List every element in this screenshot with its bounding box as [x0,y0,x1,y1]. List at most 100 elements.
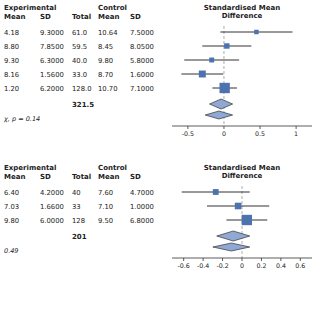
x-tick [260,126,261,129]
table-cell: 61.0 [72,29,87,37]
column-group-header: Experimental [4,164,56,172]
table-cell: 4.18 [4,29,19,37]
table-cell: 6.8000 [130,217,154,225]
table-cell: 33.0 [72,71,87,79]
chart-root: Standardised MeanDifference Experimental C… [0,0,320,320]
x-tick-label: 0.5 [255,130,265,137]
table-cell: 1.0000 [130,203,154,211]
table-cell: 8.16 [4,71,19,79]
study-point [235,203,242,210]
table-total: 201 [72,233,87,241]
table-cell: 128.0 [72,85,91,93]
x-tick [296,126,297,129]
table-cell: 6.2000 [40,85,64,93]
x-axis-line [172,126,312,127]
x-tick [223,126,224,129]
p-value: χ, p = 0.14 [3,115,40,123]
table-cell: 6.3000 [40,57,64,65]
table-cell: 33 [72,203,81,211]
table-cell: 9.50 [98,217,113,225]
x-tick-label: 1 [294,130,298,137]
table-cell: 7.10 [98,203,113,211]
table-cell: 5.8000 [130,57,154,65]
x-tick-label: 0 [240,262,244,269]
study-point [209,58,214,63]
table-cell: 7.8500 [40,43,64,51]
table-cell: 10.64 [98,29,117,37]
column-header: Mean [4,173,25,181]
table-cell: 1.5600 [40,71,64,79]
study-point [242,215,252,225]
column-header: SD [40,173,51,181]
column-header: SD [40,13,51,21]
plot-area [181,30,292,119]
zero-line [223,26,224,126]
table-cell: 7.03 [4,203,19,211]
column-header: Total [72,173,91,181]
table-cell: 4.2000 [40,189,64,197]
table-cell: 7.1000 [130,85,154,93]
x-tick-label: -0.6 [178,262,190,269]
table-cell: 9.30 [4,57,19,65]
column-header: Mean [4,13,25,21]
table-cell: 4.7000 [130,189,154,197]
title: Standardised MeanDifference [204,164,280,180]
table-cell: 9.80 [98,57,113,65]
table-cell: 8.0500 [130,43,154,51]
study-point [254,30,259,35]
x-tick-label: 0.2 [256,262,266,269]
panel: Standardised MeanDifference Experimental C… [3,4,312,137]
panel: Standardised MeanDifference Experimental C… [4,164,312,269]
table-cell: 59.5 [72,43,87,51]
table-cell: 1.20 [4,85,19,93]
table-cell: 10.70 [98,85,117,93]
study-point [213,189,219,195]
summary-diamond [210,99,233,109]
table-cell: 6.40 [4,189,19,197]
table-cell: 8.80 [4,43,19,51]
column-header: SD [130,173,141,181]
summary-diamond [213,243,250,251]
plot-area [182,189,270,251]
x-tick [222,258,223,261]
column-group-header: Control [98,164,127,172]
column-group-header: Control [98,4,127,12]
table-total: 321.5 [72,101,94,109]
x-tick [261,258,262,261]
x-tick [280,258,281,261]
x-tick-label: -0.5 [182,130,194,137]
table-cell: 6.0000 [40,217,64,225]
study-point [224,43,229,48]
x-tick-label: -0.2 [216,262,228,269]
x-tick-label: 0.4 [276,262,286,269]
study-point [220,83,230,93]
column-header: Mean [98,173,119,181]
table-cell: 7.60 [98,189,113,197]
column-header: SD [130,13,141,21]
table-cell: 9.80 [4,217,19,225]
title: Standardised MeanDifference [204,4,280,20]
table-cell: 8.45 [98,43,113,51]
table-cell: 7.5000 [130,29,154,37]
column-group-header: Experimental [4,4,56,12]
x-tick [187,126,188,129]
x-tick [203,258,204,261]
x-tick-label: -0.4 [197,262,209,269]
x-tick [300,258,301,261]
study-point [199,71,206,78]
table-cell: 8.70 [98,71,113,79]
summary-diamond [217,231,250,241]
x-tick [183,258,184,261]
column-header: Total [72,13,91,21]
x-tick [242,258,243,261]
table-cell: 1.6600 [40,203,64,211]
x-tick-label: 0 [222,130,226,137]
table-cell: 40 [72,189,81,197]
table-cell: 1.6000 [130,71,154,79]
table-cell: 40.0 [72,57,87,65]
x-tick-label: 0.6 [295,262,305,269]
column-header: Mean [98,13,119,21]
table-cell: 128 [72,217,85,225]
summary-diamond [205,111,232,119]
p-value: 0.49 [4,247,18,255]
